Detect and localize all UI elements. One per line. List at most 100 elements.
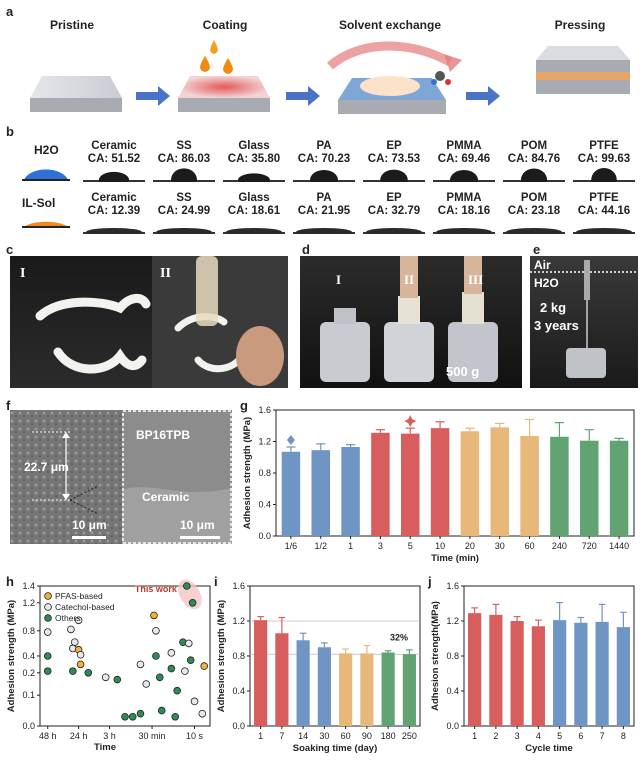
y-tick-label: 0.1 bbox=[22, 690, 35, 700]
y-tick-label: 0.4 bbox=[22, 651, 35, 661]
arrow-icon bbox=[466, 86, 500, 106]
y-tick-label: 0.0 bbox=[258, 531, 271, 541]
water-drop-icon bbox=[22, 169, 70, 181]
photo-d: I II III 500 g bbox=[300, 256, 522, 388]
h2o-label-3: PA CA: 70.23 bbox=[286, 140, 362, 166]
h2o-droplet-0 bbox=[83, 171, 145, 182]
step-pressing: Pressing bbox=[554, 18, 606, 32]
scatter-point bbox=[136, 709, 145, 718]
scatter-point bbox=[101, 673, 110, 682]
material-name: POM bbox=[520, 140, 548, 152]
material-name: Glass bbox=[238, 140, 270, 152]
y-axis-label: Adhesion strength (MPa) bbox=[6, 600, 17, 712]
x-tick-label: 48 h bbox=[39, 731, 57, 741]
photo-e: Air H2O 2 kg 3 years bbox=[530, 256, 638, 388]
scatter-point bbox=[128, 712, 137, 721]
photo-c-label-1: I bbox=[20, 266, 26, 281]
y-tick-label: 1.2 bbox=[446, 616, 459, 626]
water-molecule-icon bbox=[435, 71, 445, 81]
x-tick-label: 240 bbox=[552, 541, 567, 551]
sem-substrate-label: Ceramic bbox=[142, 490, 190, 504]
sem-thickness: 22.7 μm bbox=[24, 460, 69, 474]
scatter-point bbox=[173, 686, 181, 695]
x-tick-label: 250 bbox=[402, 731, 417, 741]
bar bbox=[510, 621, 524, 726]
contact-angle: CA: 18.61 bbox=[227, 205, 281, 217]
y-tick-label: 0.8 bbox=[258, 468, 271, 478]
y-tick-label: 1.2 bbox=[232, 616, 245, 626]
panel-label-b: b bbox=[6, 124, 14, 139]
contact-angle: CA: 86.03 bbox=[157, 153, 211, 165]
x-tick-label: 1/6 bbox=[285, 541, 298, 551]
step-pristine: Pristine bbox=[49, 18, 94, 32]
photo-d-label-2: II bbox=[404, 272, 415, 287]
panel-label-h: h bbox=[6, 574, 14, 589]
x-tick-label: 90 bbox=[362, 731, 372, 741]
photo-e-air: Air bbox=[534, 258, 551, 272]
photo-c-label-2: II bbox=[160, 266, 171, 281]
bar bbox=[311, 450, 330, 536]
x-tick-label: 1 bbox=[472, 731, 477, 741]
chart-j: 0.0 0.4 0.8 1.2 1.6 1 2 3 4 5 6 7 8 Cycle time Adhesio… bbox=[430, 581, 635, 754]
x-tick-label: 2 bbox=[493, 731, 498, 741]
droplet-icon bbox=[223, 58, 233, 74]
ilsol-label-2: Glass CA: 18.61 bbox=[216, 192, 292, 218]
contact-angle: CA: 21.95 bbox=[297, 205, 351, 217]
legend-label: Others bbox=[55, 613, 81, 623]
bar bbox=[580, 440, 599, 536]
h2o-label-5: PMMA CA: 69.46 bbox=[426, 140, 502, 166]
contact-angle: CA: 35.80 bbox=[227, 153, 281, 165]
bar bbox=[360, 653, 374, 726]
scatter-point bbox=[76, 660, 85, 669]
x-tick-label: 7 bbox=[279, 731, 284, 741]
h2o-label-7: PTFE CA: 99.63 bbox=[566, 140, 642, 166]
bar bbox=[468, 613, 482, 726]
ilsol-droplet-2 bbox=[223, 228, 285, 234]
ilsol-label-4: EP CA: 32.79 bbox=[356, 192, 432, 218]
y-tick-label: 0.8 bbox=[22, 626, 35, 636]
photo-e-duration: 3 years bbox=[534, 318, 579, 333]
chart-annotation: 32% bbox=[390, 632, 408, 642]
ilsol-droplet-4 bbox=[363, 228, 425, 234]
h2o-label-0: Ceramic CA: 51.52 bbox=[76, 140, 152, 166]
h2o-droplet-5 bbox=[433, 170, 495, 182]
coating-slab bbox=[178, 40, 270, 112]
x-tick-label: 30 min bbox=[139, 731, 166, 741]
x-tick-label: 14 bbox=[298, 731, 308, 741]
panel-label-j: j bbox=[428, 574, 432, 589]
scatter-point bbox=[113, 675, 122, 684]
sem-scale-left: 10 μm bbox=[72, 518, 107, 532]
y-tick-label: 1.6 bbox=[232, 581, 245, 591]
ilsol-label-1: SS CA: 24.99 bbox=[146, 192, 222, 218]
bar bbox=[281, 451, 301, 536]
x-tick-label: 720 bbox=[582, 541, 597, 551]
material-name: PMMA bbox=[446, 140, 482, 152]
x-tick-label: 1 bbox=[258, 731, 263, 741]
y-tick-label: 1.2 bbox=[22, 598, 35, 608]
material-name: PA bbox=[316, 192, 332, 204]
bar bbox=[490, 427, 509, 536]
h2o-droplet-1 bbox=[153, 168, 215, 182]
y-tick-label: 1.6 bbox=[258, 405, 271, 415]
scatter-point bbox=[183, 582, 191, 590]
sem-layer-label: BP16TPB bbox=[136, 428, 191, 442]
pressed-stack bbox=[536, 46, 630, 94]
ilsol-label-3: PA CA: 21.95 bbox=[286, 192, 362, 218]
x-tick-label: 1440 bbox=[609, 541, 629, 551]
bar bbox=[460, 431, 480, 536]
material-name: SS bbox=[176, 192, 192, 204]
y-tick-label: 0.8 bbox=[232, 651, 245, 661]
photo-d-label-1: I bbox=[336, 272, 342, 287]
bar bbox=[520, 435, 539, 536]
bar bbox=[489, 614, 503, 726]
pristine-slab bbox=[30, 76, 122, 112]
material-name: Glass bbox=[238, 192, 270, 204]
y-tick-label: 0.0 bbox=[232, 721, 245, 731]
contact-angle: CA: 23.18 bbox=[507, 205, 561, 217]
panel-label-i: i bbox=[214, 574, 218, 589]
sem-scale-right: 10 μm bbox=[180, 518, 215, 532]
bar bbox=[296, 640, 310, 726]
x-tick-label: 180 bbox=[381, 731, 396, 741]
ilsol-drop-icon bbox=[22, 221, 70, 228]
scatter-point bbox=[181, 667, 189, 675]
